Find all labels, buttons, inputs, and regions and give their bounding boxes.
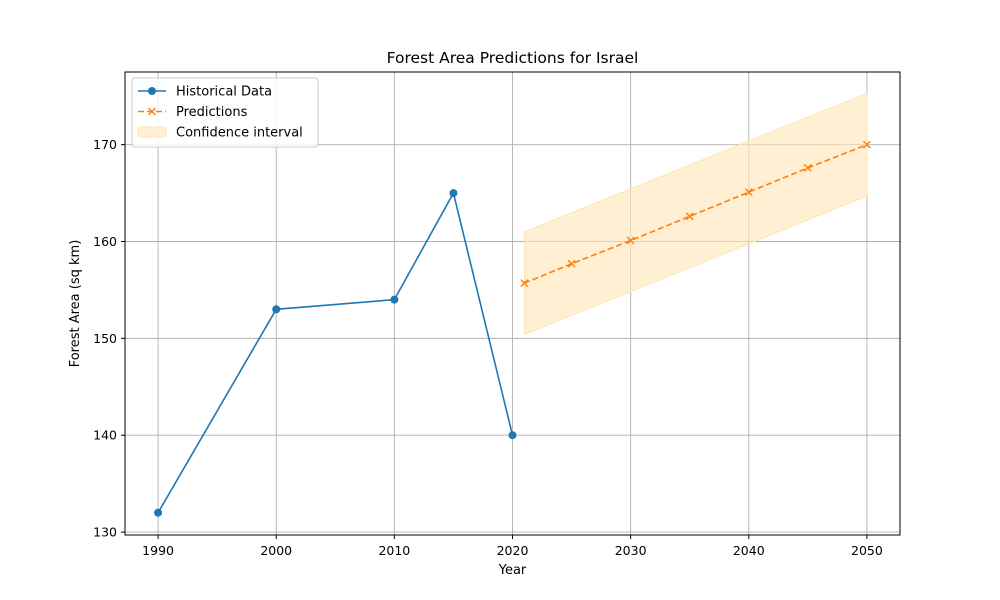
legend-patch-swatch <box>137 126 167 138</box>
legend-x-marker <box>148 107 156 116</box>
historical-data-point <box>449 189 458 198</box>
series-layer <box>154 140 871 517</box>
legend: Historical Data Predictions Confidence int… <box>131 77 319 148</box>
historical-data-point <box>272 305 281 314</box>
historical-data-point <box>508 431 517 440</box>
prediction-point <box>567 259 576 268</box>
tick-layer: 1990 2000 2010 2020 2030 2040 2050 130 140 150 160… <box>93 137 883 558</box>
x-axis-label: Year <box>498 563 527 578</box>
y-tick-label: 150 <box>93 331 117 346</box>
legend-circle-marker <box>148 87 156 95</box>
y-tick-label: 130 <box>93 525 117 540</box>
legend-label: Historical Data <box>176 85 272 100</box>
legend-label: Predictions <box>176 105 248 120</box>
x-tick-label: 2000 <box>260 543 292 558</box>
prediction-point <box>626 236 635 245</box>
historical-data-line <box>157 190 514 514</box>
x-tick-label: 2010 <box>378 543 410 558</box>
prediction-point <box>520 279 529 288</box>
x-tick-label: 2030 <box>615 543 647 558</box>
historical-data-point <box>390 295 399 304</box>
legend-label: Confidence interval <box>176 126 303 141</box>
x-tick-label: 2020 <box>497 543 529 558</box>
legend-box <box>131 77 319 148</box>
prediction-point <box>685 212 694 221</box>
y-axis-label: Forest Area (sq km) <box>68 240 83 368</box>
y-tick-label: 170 <box>93 137 117 152</box>
historical-data-point <box>154 508 163 517</box>
prediction-point <box>803 163 812 172</box>
chart-title: Forest Area Predictions for Israel <box>387 49 639 67</box>
y-tick-label: 160 <box>93 234 117 249</box>
prediction-point <box>744 188 753 197</box>
x-tick-label: 1990 <box>142 543 174 558</box>
x-tick-label: 2050 <box>851 543 883 558</box>
legend-items: Historical Data Predictions Confidence int… <box>137 85 303 141</box>
x-tick-label: 2040 <box>733 543 765 558</box>
prediction-point <box>862 140 871 149</box>
y-tick-label: 140 <box>93 428 117 443</box>
